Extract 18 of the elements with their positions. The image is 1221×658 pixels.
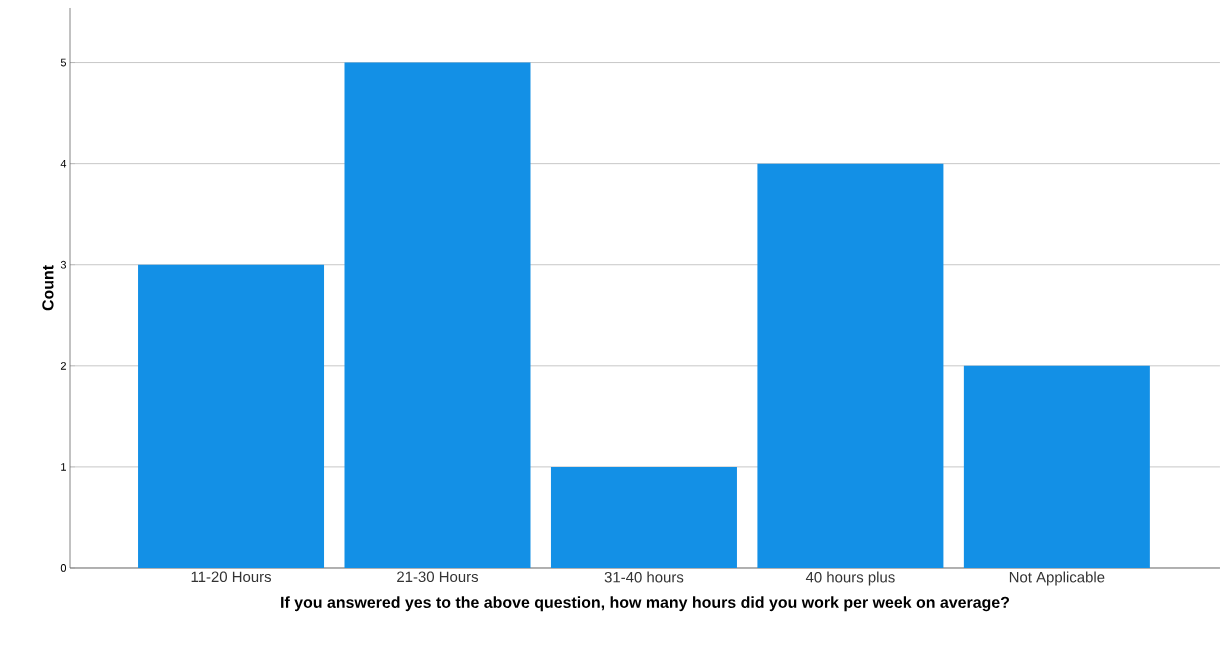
bar [757, 163, 944, 568]
y-tick-label: 4 [60, 159, 67, 168]
x-tick-label: 21-30 Hours [397, 571, 479, 583]
x-tick-label: 40 hours plus [805, 571, 895, 586]
y-tick-label: 0 [60, 564, 67, 572]
x-axis-title: If you answered yes to the above question, how many hours did you work per week on average? [281, 596, 1009, 612]
bar [550, 466, 737, 568]
y-tick-label: 2 [60, 362, 66, 370]
y-tick-label: 5 [60, 58, 67, 67]
y-tick-label: 3 [60, 260, 66, 269]
bar [344, 62, 531, 568]
y-axis-title: Count [42, 265, 54, 311]
x-tick-label: Not Applicable [1009, 571, 1105, 586]
bar [138, 264, 325, 568]
x-tick-label: 31-40 hours [604, 571, 684, 583]
bar [963, 365, 1150, 568]
y-tick-label: 1 [61, 463, 66, 471]
x-tick-label: 11-20 Hours [191, 571, 272, 583]
